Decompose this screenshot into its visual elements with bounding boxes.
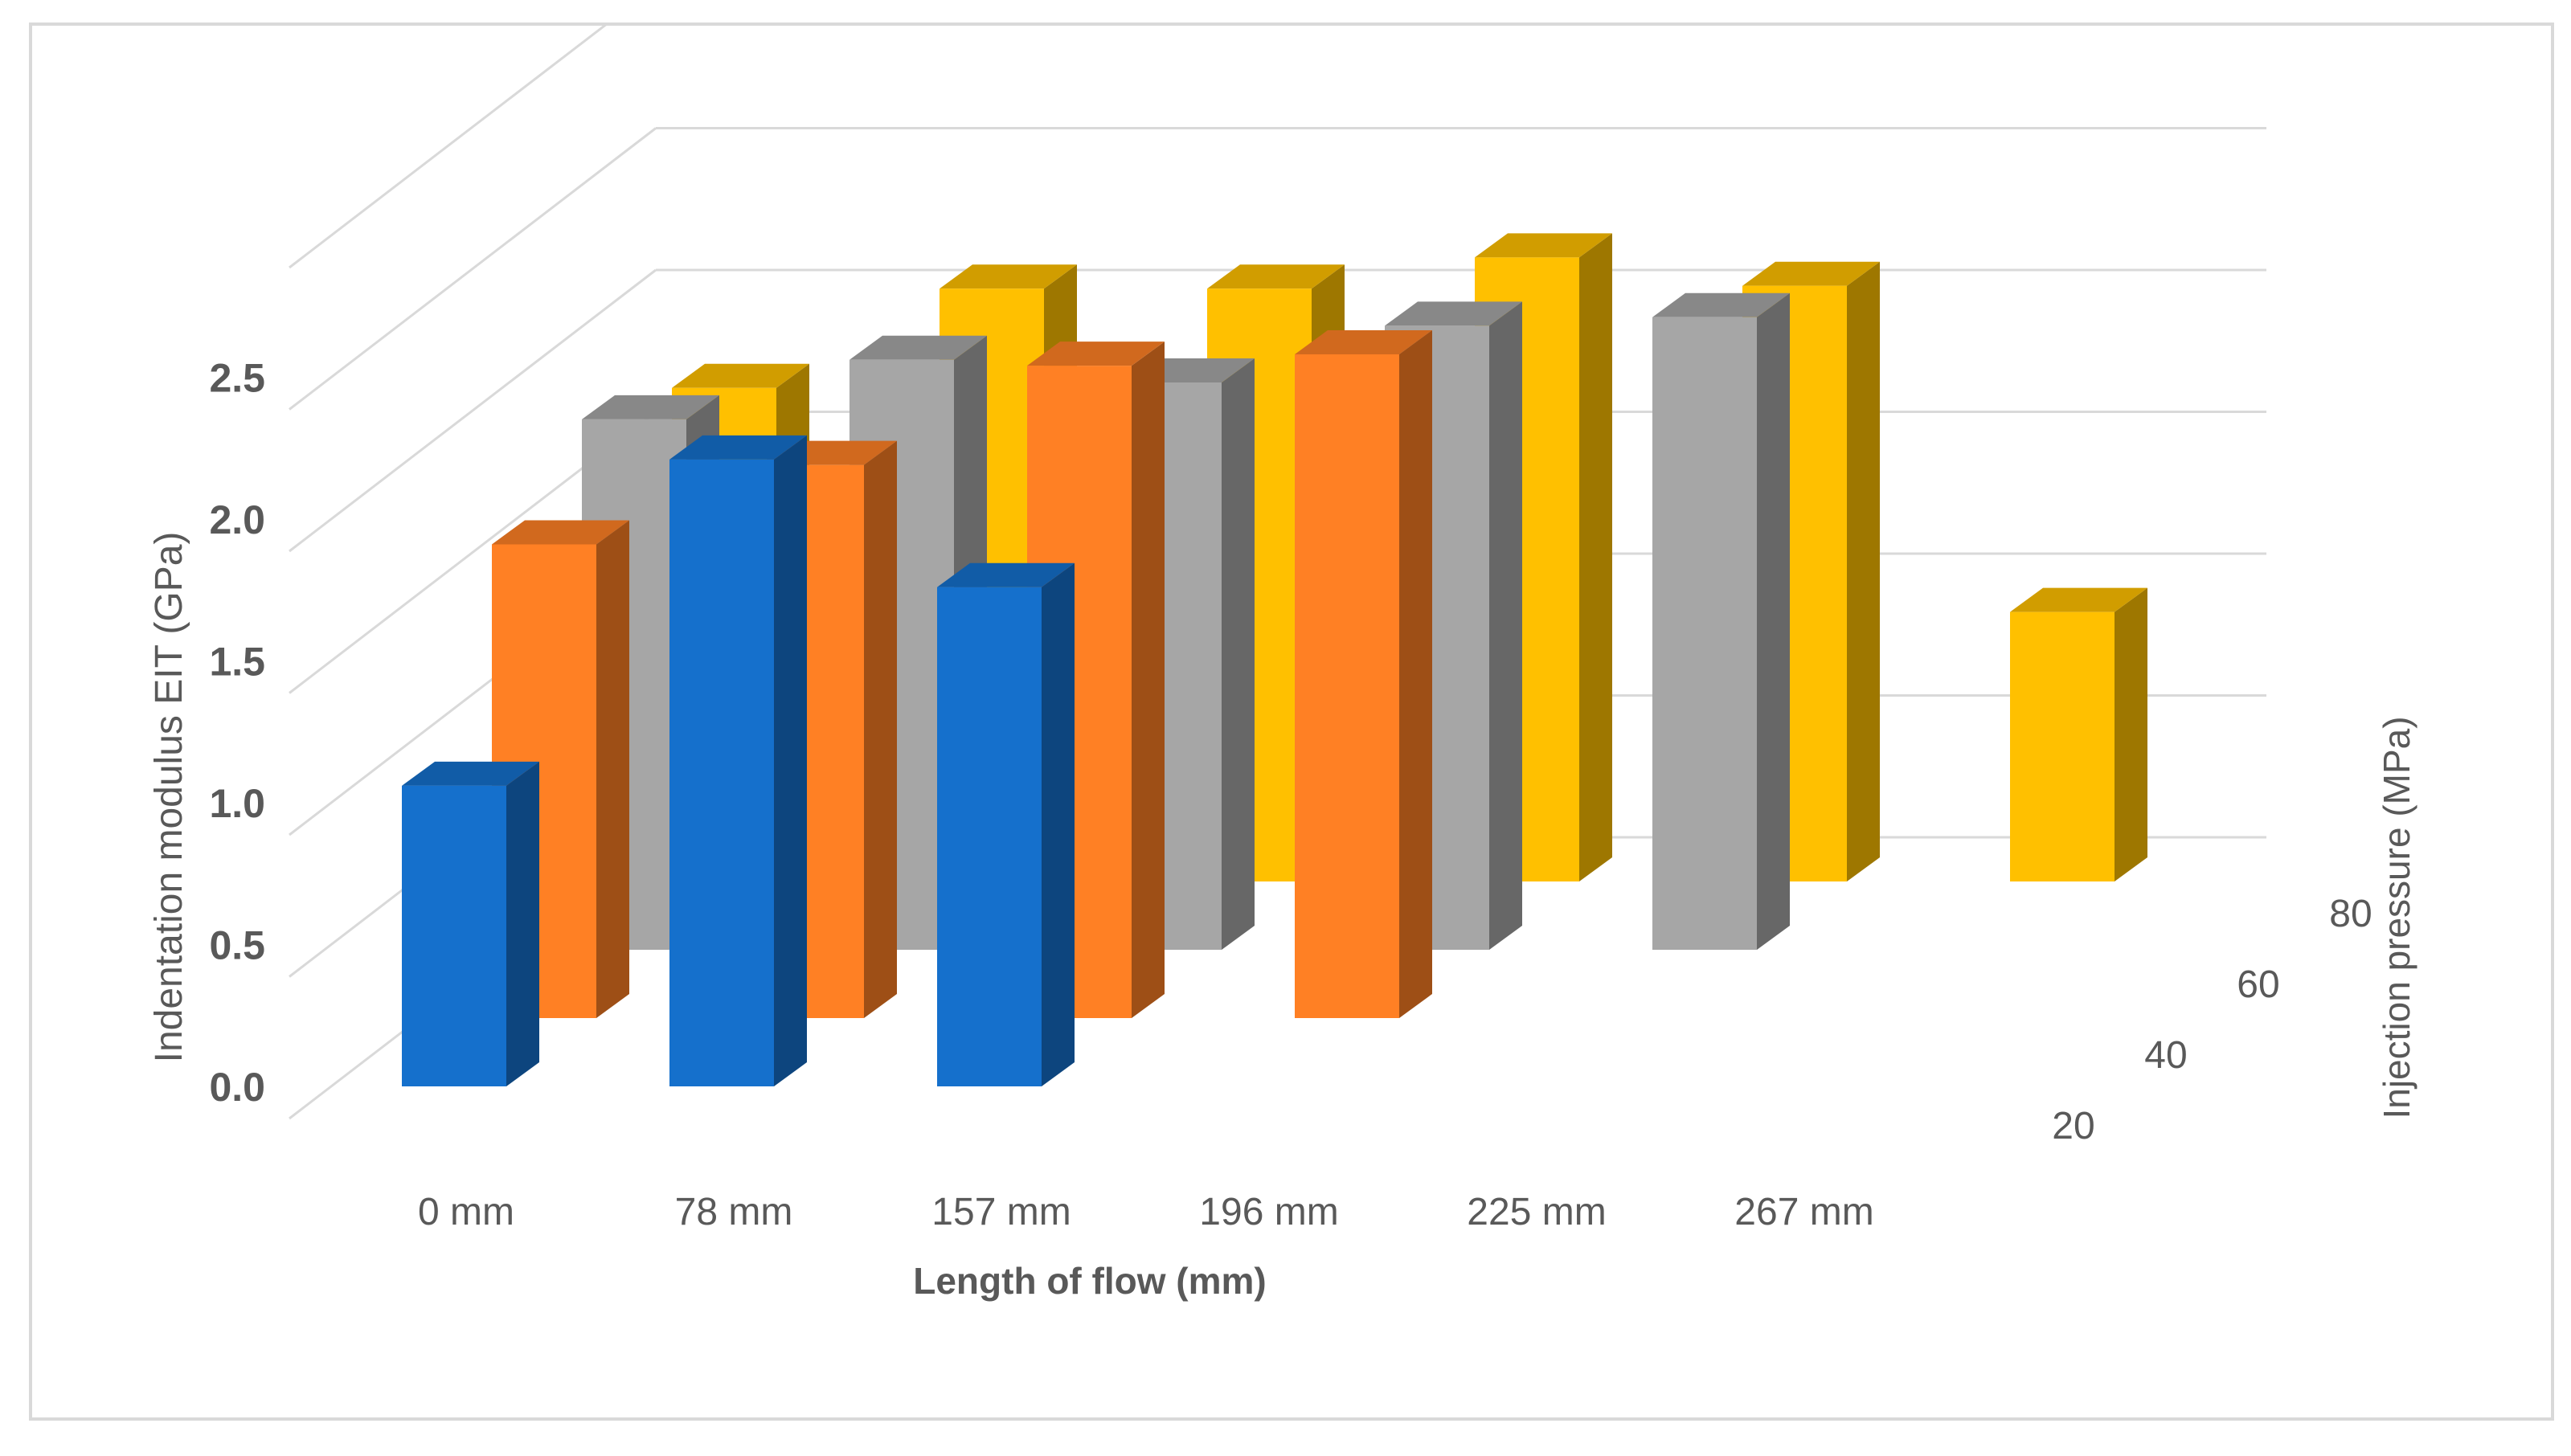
bar-side [1399,329,1432,1019]
bar-20-78mm [669,435,807,1086]
bar-top [672,363,809,388]
gridline-diagonal [289,26,607,269]
bar-20-157mm [937,562,1075,1086]
bar-top [2010,587,2147,612]
y-tick-label: 2.5 [209,356,265,401]
x-tick-label: 267 mm [1734,1191,1873,1233]
bar-side [506,761,539,1086]
bar-side [1579,233,1612,881]
bar-top [1027,342,1165,366]
bar-top [402,761,539,786]
bar-top [1742,261,1880,286]
bar-top [1385,301,1522,326]
bar-top [492,520,629,545]
depth-tick-label: 20 [2052,1105,2094,1147]
gridline-diagonal [289,127,657,411]
bar-front [1295,354,1399,1019]
bar-top [937,562,1075,587]
bar-20-0mm [402,761,539,1086]
bar-side [864,440,897,1018]
y-tick-label: 0.0 [209,1065,265,1110]
bar-top [1652,292,1790,317]
bar-top [1295,329,1432,354]
bar-side [2115,587,2147,881]
y-tick-label: 1.5 [209,640,265,685]
bar-front [669,459,774,1086]
x-tick-label: 78 mm [675,1191,793,1233]
depth-axis-labels: 20 40 60 80 [2052,893,2372,1147]
bars [402,233,2147,1086]
bar-40-196mm [1295,329,1432,1019]
gridline-diagonal [289,268,657,553]
x-tick-label: 157 mm [931,1191,1071,1233]
y-tick-label: 1.0 [209,781,265,826]
depth-tick-label: 40 [2144,1034,2187,1077]
x-tick-label: 196 mm [1199,1191,1338,1233]
bar-side [596,520,629,1018]
depth-axis-title: Injection pressure (MPa) [2376,716,2417,1119]
bar-front [1652,317,1757,950]
depth-tick-label: 80 [2329,893,2372,935]
bar-60-225mm [1652,292,1790,950]
x-tick-label: 0 mm [418,1191,514,1233]
bar-80-196mm [1475,233,1612,881]
bar-side [1042,562,1075,1086]
bar-front [402,785,506,1086]
bar-top [1207,264,1345,289]
bar-80-267mm [2010,587,2147,881]
bar-top [582,395,719,419]
x-tick-label: 225 mm [1467,1191,1606,1233]
depth-tick-label: 60 [2237,963,2279,1006]
bar-top [940,264,1077,289]
bar-top [849,335,987,360]
y-axis-title: Indentation modulus EIT (GPa) [148,532,190,1063]
x-axis-ticks: 0 mm 78 mm 157 mm 196 mm 225 mm 267 mm [418,1191,1874,1233]
y-tick-label: 0.5 [209,923,265,968]
chart-svg: 20 40 60 80 0.0 0.5 1.0 1.5 2.0 2.5 0 mm 78 mm 157… [148,26,2417,1302]
x-axis-title: Length of flow (mm) [913,1260,1266,1302]
bar-top [669,435,807,460]
bar-side [1132,342,1165,1019]
y-axis-ticks: 0.0 0.5 1.0 1.5 2.0 2.5 [209,356,265,1110]
y-tick-label: 2.0 [209,497,265,542]
bar-top [1475,233,1612,258]
bar-side [1757,292,1790,950]
bar-side [1847,261,1880,881]
bar-front [2010,611,2115,881]
chart-frame: 20 40 60 80 0.0 0.5 1.0 1.5 2.0 2.5 0 mm 78 mm 157… [29,22,2554,1421]
bar-side [1222,358,1255,950]
bar-side [774,435,807,1086]
bar-front [937,587,1042,1086]
bar-side [1489,301,1522,950]
